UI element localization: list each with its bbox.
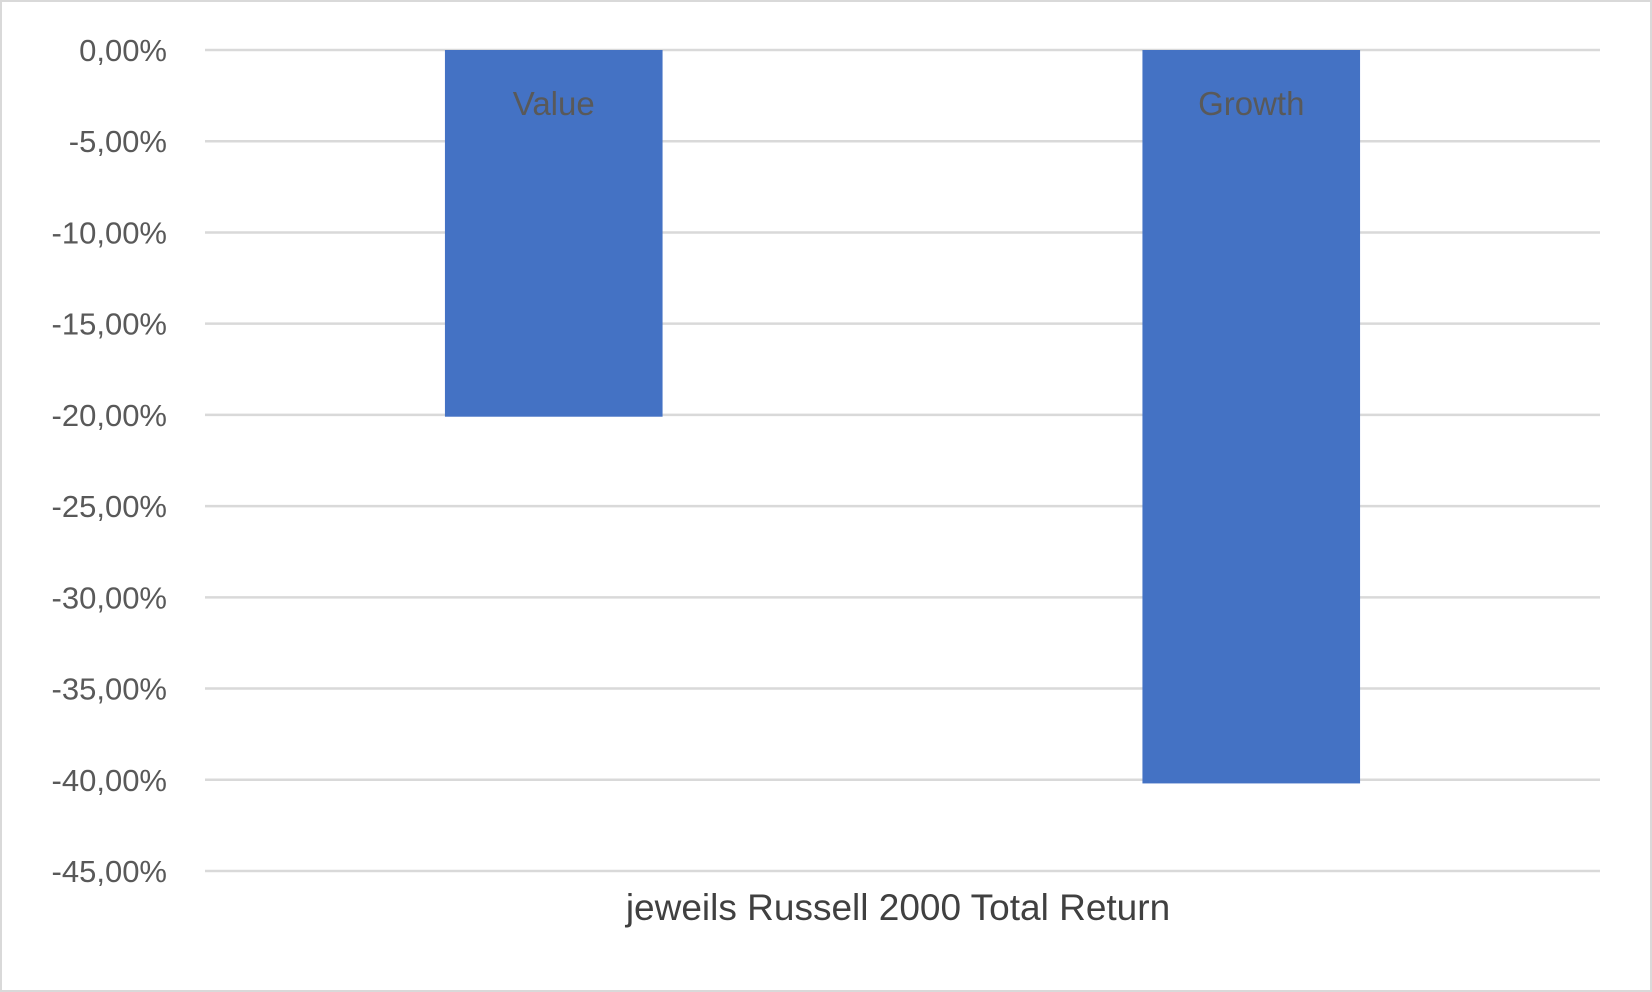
y-tick-label: 0,00% [79, 33, 167, 68]
x-axis-label: jeweils Russell 2000 Total Return [625, 887, 1170, 928]
y-tick-label: -20,00% [52, 398, 167, 433]
bar-value [444, 50, 663, 417]
y-tick-label: -40,00% [52, 763, 167, 798]
y-tick-label: -10,00% [52, 215, 167, 250]
bar-labels: Value Growth [513, 85, 1305, 122]
bars [444, 50, 1361, 784]
bar-label-value: Value [513, 85, 595, 122]
y-tick-label: -30,00% [52, 580, 167, 615]
gridlines [205, 48, 1600, 873]
y-tick-label: -25,00% [52, 489, 167, 524]
bar-label-growth: Growth [1198, 85, 1304, 122]
y-tick-label: -5,00% [69, 124, 167, 159]
y-tick-label: -15,00% [52, 307, 167, 342]
y-axis-ticks: 0,00% -5,00% -10,00% -15,00% -20,00% -25,00% -… [52, 33, 167, 889]
y-tick-label: -45,00% [52, 854, 167, 889]
bar-growth [1142, 50, 1361, 784]
y-tick-label: -35,00% [52, 672, 167, 707]
